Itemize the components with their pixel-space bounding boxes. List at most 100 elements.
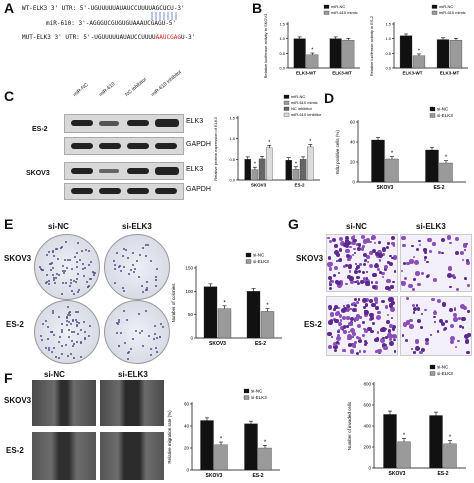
f-col-si-elk3: si-ELK3 <box>118 370 148 379</box>
colony-dot <box>70 267 73 270</box>
y-tick-label: 60 <box>184 402 190 407</box>
invaded-cell <box>380 328 385 332</box>
invaded-cell <box>346 316 350 320</box>
colony-dot <box>146 243 149 246</box>
invaded-cell <box>432 242 436 246</box>
colony-dot <box>127 350 130 353</box>
colony-dot <box>58 356 61 359</box>
wound-skov3-sinc <box>32 380 96 426</box>
invaded-cell <box>425 341 430 346</box>
x-category-label: ES-2 <box>294 183 305 188</box>
invaded-cell <box>381 271 386 276</box>
bar <box>397 441 411 469</box>
invaded-cell <box>355 313 361 318</box>
invaded-cell <box>338 271 341 274</box>
g-col-si-nc: si-NC <box>346 222 367 231</box>
colony-dot <box>39 267 42 270</box>
invaded-cell <box>361 245 365 249</box>
invaded-cell <box>392 281 395 284</box>
y-tick-label: 20 <box>184 446 190 451</box>
bar <box>244 423 258 471</box>
invaded-cell <box>339 279 344 284</box>
colony-dot <box>115 331 118 334</box>
invaded-cell <box>415 346 420 352</box>
invaded-cell <box>345 264 349 268</box>
invaded-cell <box>426 260 429 263</box>
invaded-cell <box>328 275 333 280</box>
invaded-cell <box>356 281 360 286</box>
invaded-cell <box>382 336 385 340</box>
colony-dot <box>47 282 50 285</box>
invaded-cell <box>333 266 338 271</box>
invaded-cell <box>360 235 365 240</box>
invaded-cell <box>334 244 338 248</box>
colony-dot <box>140 329 143 332</box>
invaded-cell <box>335 253 340 258</box>
invaded-cell <box>338 282 343 286</box>
y-tick-label: 1.5 <box>385 22 391 27</box>
colony-dot <box>89 260 92 263</box>
invaded-cell <box>349 349 354 354</box>
invaded-cell <box>391 327 396 332</box>
e-col-si-nc: si-NC <box>48 222 69 231</box>
y-axis-label: Relative protein expression of ELK3 <box>213 116 218 180</box>
colony-dot <box>142 246 145 249</box>
legend-label: miR-NC <box>331 4 345 9</box>
colony-dot <box>83 337 86 340</box>
invaded-cell <box>401 269 404 272</box>
invaded-cell <box>385 305 389 309</box>
blot-skov3-gapdh <box>64 183 184 200</box>
invaded-cell <box>328 286 332 290</box>
colony-dot <box>88 277 91 280</box>
invaded-cell <box>339 240 345 246</box>
invaded-cell <box>373 285 379 290</box>
colony-dot <box>116 251 119 254</box>
invaded-cell <box>390 316 394 320</box>
colony-dot <box>69 278 72 281</box>
invaded-cell <box>376 250 382 255</box>
colony-dot <box>133 267 136 270</box>
invaded-cell <box>386 313 390 317</box>
colony-dish-skov3-sielk3 <box>104 234 170 300</box>
invaded-cell <box>377 348 382 353</box>
invaded-cell <box>349 322 354 326</box>
invaded-cell <box>466 284 471 288</box>
colony-dot <box>44 281 47 284</box>
bar <box>299 159 307 181</box>
bar <box>244 159 251 181</box>
invaded-cell <box>404 339 409 343</box>
invaded-cell <box>369 251 373 255</box>
colony-dot <box>123 248 126 251</box>
mir-610-sequence: miR-610: 3'-AGGGUCGUGUGUAAAUCGAGU-5' <box>46 20 177 27</box>
colony-dot <box>155 276 158 279</box>
y-tick-label: 0 <box>352 180 355 185</box>
colony-dot <box>51 310 54 313</box>
invaded-cell <box>358 263 362 266</box>
y-tick-label: 200 <box>363 445 371 450</box>
chart-e-colonies: Number of colonies 0 50 100 150 * SKOV3 * ES-2 si… <box>171 253 282 347</box>
invaded-cell <box>336 280 342 286</box>
invaded-cell <box>467 333 471 337</box>
invaded-cell <box>371 248 377 253</box>
colony-dot <box>67 306 70 309</box>
colony-dot <box>156 337 159 340</box>
invaded-cell <box>339 237 344 242</box>
significance-star: * <box>311 48 314 54</box>
invaded-cell <box>333 305 338 310</box>
colony-dot <box>116 323 119 326</box>
invaded-cell <box>465 260 470 265</box>
significance-star: * <box>254 162 257 168</box>
invaded-cell <box>359 315 363 320</box>
invaded-cell <box>343 325 347 329</box>
invaded-cell <box>338 321 342 326</box>
invaded-cell <box>355 275 360 280</box>
colony-dot <box>154 332 157 335</box>
y-tick-label: 100 <box>185 289 193 294</box>
colony-dot <box>75 261 78 264</box>
invaded-cell <box>409 259 414 264</box>
invaded-cell <box>389 254 393 258</box>
colony-dot <box>158 335 161 338</box>
colony-dot <box>123 290 126 293</box>
colony-dot <box>73 357 76 360</box>
invaded-cell <box>343 243 347 248</box>
